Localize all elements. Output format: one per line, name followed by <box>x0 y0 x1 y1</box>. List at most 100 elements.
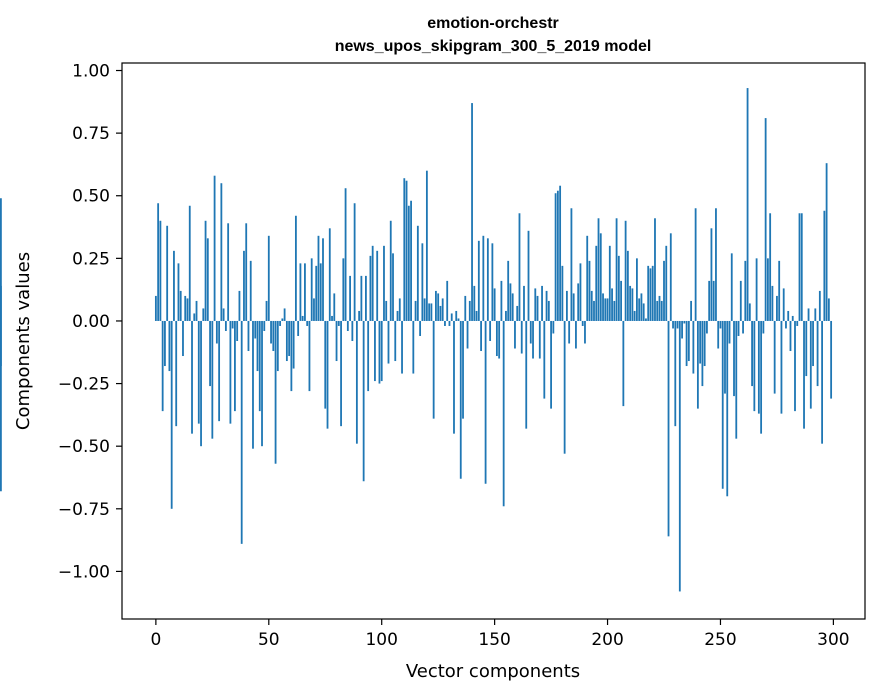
bar <box>254 320 257 339</box>
bar <box>823 210 826 321</box>
bar <box>392 253 394 321</box>
bar <box>306 320 309 326</box>
x-tick-label: 150 <box>478 630 510 650</box>
x-tick-label: 250 <box>704 630 736 650</box>
bar <box>340 320 342 427</box>
bar <box>405 180 408 321</box>
bar <box>459 320 462 479</box>
bar <box>457 318 460 321</box>
bar <box>396 310 399 321</box>
bar <box>394 320 397 362</box>
bar <box>389 220 392 321</box>
bar <box>523 285 525 321</box>
bar <box>830 320 833 399</box>
bar <box>590 290 593 321</box>
bar <box>211 320 214 439</box>
bar <box>220 183 223 321</box>
bar <box>805 320 808 377</box>
bar <box>721 320 724 489</box>
bar <box>154 295 157 321</box>
bar <box>274 320 277 464</box>
bar <box>577 283 580 321</box>
bar <box>651 265 654 321</box>
bar <box>733 320 735 397</box>
bar <box>444 320 446 326</box>
bar <box>495 320 498 357</box>
bar <box>502 320 505 507</box>
bar <box>547 300 550 321</box>
bar <box>378 320 381 384</box>
bar <box>353 203 356 321</box>
bar <box>579 263 582 321</box>
bar <box>699 320 702 364</box>
y-tick-label: 1.00 <box>72 62 110 82</box>
bar <box>764 118 767 321</box>
bar <box>249 260 252 321</box>
bar <box>626 250 629 321</box>
bar <box>376 250 379 321</box>
bar <box>791 315 794 321</box>
bar <box>744 260 747 321</box>
bar <box>313 298 315 321</box>
bar <box>660 300 663 321</box>
bar <box>532 320 534 359</box>
bar <box>331 315 333 321</box>
bar <box>746 88 749 321</box>
bar <box>351 320 354 341</box>
bar <box>195 300 198 321</box>
bar <box>0 320 2 367</box>
bar <box>665 245 668 321</box>
x-axis-label: Vector components <box>406 661 580 682</box>
bar <box>534 288 537 321</box>
bar <box>193 313 196 321</box>
bar <box>164 320 166 367</box>
y-tick-label: −0.25 <box>58 375 110 395</box>
bar <box>500 280 503 321</box>
bar <box>604 298 607 321</box>
y-tick-label: −0.75 <box>58 500 110 520</box>
bar <box>780 320 783 414</box>
bar <box>527 230 530 321</box>
bar <box>701 320 704 387</box>
y-tick-label: 0.75 <box>72 124 110 144</box>
bar <box>439 305 442 321</box>
bar <box>812 320 814 367</box>
bar <box>477 240 480 321</box>
bar <box>446 280 449 321</box>
bar <box>613 300 616 321</box>
bar <box>466 320 469 349</box>
bar <box>204 220 207 321</box>
bar <box>471 103 473 321</box>
bar <box>782 288 785 321</box>
bar <box>475 310 478 321</box>
bar <box>182 320 184 357</box>
bar <box>455 310 458 321</box>
bar <box>333 293 336 321</box>
bar <box>188 205 191 321</box>
bar <box>224 320 227 331</box>
bar <box>730 253 733 321</box>
bar <box>642 303 645 321</box>
bar <box>304 263 306 321</box>
bar <box>482 235 485 321</box>
bar <box>441 298 444 321</box>
y-axis: 1.00 0.75 0.50 0.25 0.00 −0.25 −0.50 −0.75 −1.00 <box>58 62 122 582</box>
bar <box>258 320 261 412</box>
bar <box>371 245 374 321</box>
bar <box>416 225 419 321</box>
bar <box>827 298 830 321</box>
bar <box>222 308 225 321</box>
bar <box>787 310 790 321</box>
bar <box>696 320 699 409</box>
bar <box>789 320 792 352</box>
bar <box>383 245 385 321</box>
bar <box>335 320 338 362</box>
bar <box>322 238 324 321</box>
bar <box>170 320 173 509</box>
bar <box>762 320 765 334</box>
bar <box>674 320 677 427</box>
bar <box>667 320 670 537</box>
bar <box>606 298 609 321</box>
bar <box>690 300 693 321</box>
